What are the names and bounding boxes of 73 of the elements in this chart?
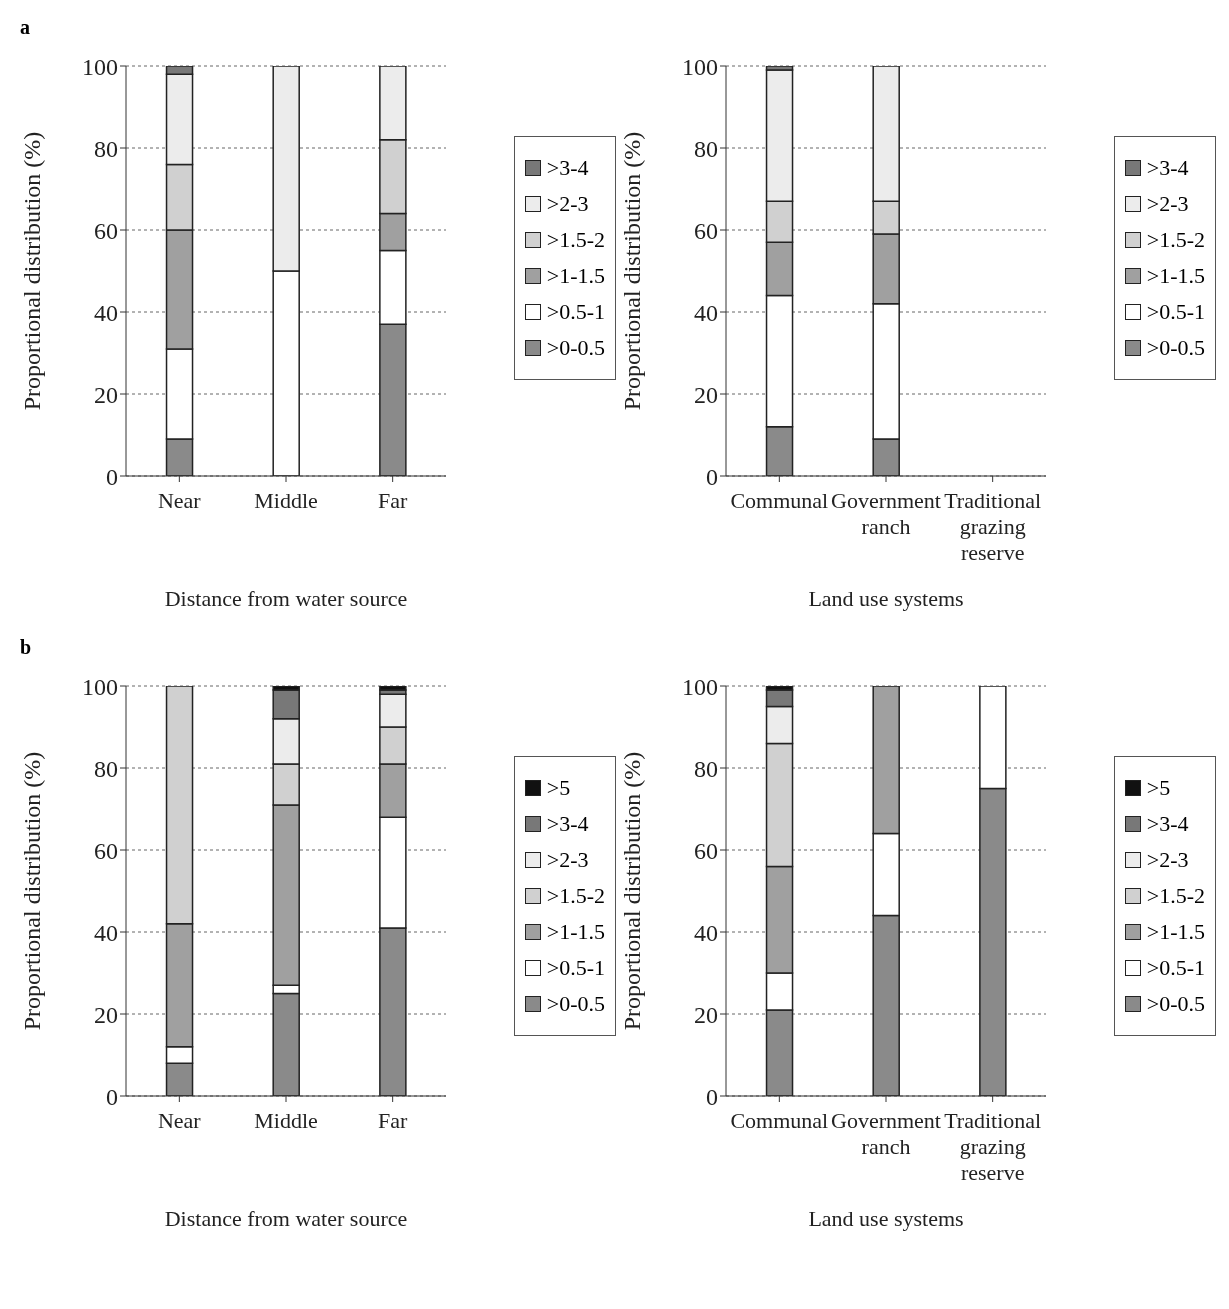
y-tick-label: 60 [694, 217, 718, 244]
legend-label: >1.5-2 [546, 883, 605, 909]
y-tick-label: 40 [694, 919, 718, 946]
legend-label: >3-4 [1146, 811, 1189, 837]
legend-label: >1.5-2 [1146, 227, 1205, 253]
y-tick-label: 60 [94, 217, 118, 244]
y-tick-label: 40 [94, 919, 118, 946]
legend-label: >0-0.5 [546, 991, 605, 1017]
legend-label: >3-4 [546, 811, 589, 837]
x-tick-label: Near [157, 488, 202, 513]
x-tick-label: Government ranch [831, 488, 941, 539]
y-axis-title: Proportional distribution (%) [18, 131, 45, 411]
text: b [20, 636, 32, 659]
legend-label: >0.5-1 [1146, 955, 1205, 981]
x-axis-title: Distance from water source [164, 1206, 408, 1231]
legend-label: >0.5-1 [546, 955, 605, 981]
y-tick-label: 80 [94, 135, 118, 162]
y-tick-label: 80 [94, 755, 118, 782]
legend-label: >0.5-1 [546, 299, 605, 325]
legend-label: >1.5-2 [1146, 883, 1205, 909]
x-tick-label: Far [378, 488, 408, 513]
legend-label: >0-0.5 [1146, 335, 1205, 361]
y-tick-label: 60 [694, 837, 718, 864]
y-tick-label: 100 [82, 53, 118, 80]
legend-label: >1-1.5 [546, 263, 605, 289]
legend-label: >5 [546, 775, 571, 801]
legend-label: >2-3 [546, 847, 589, 873]
x-tick-label: Middle [254, 488, 318, 513]
legend-label: >1.5-2 [546, 227, 605, 253]
y-tick-label: 100 [682, 673, 718, 700]
y-axis-title: Proportional distribution (%) [618, 131, 645, 411]
legend-label: >3-4 [546, 155, 589, 181]
legend-label: >1-1.5 [546, 919, 605, 945]
x-tick-label: Near [157, 1108, 202, 1133]
x-tick-label: Government ranch [831, 1108, 941, 1159]
y-tick-label: 20 [94, 381, 118, 408]
y-tick-label: 80 [694, 135, 718, 162]
x-tick-label: Communal [730, 1108, 829, 1133]
y-tick-label: 20 [694, 381, 718, 408]
x-tick-label: Middle [254, 1108, 318, 1133]
x-axis-title: Land use systems [808, 586, 964, 611]
legend-label: >2-3 [546, 191, 589, 217]
legend-label: >5 [1146, 775, 1171, 801]
legend-label: >3-4 [1146, 155, 1189, 181]
text: a [20, 16, 30, 39]
y-tick-label: 100 [682, 53, 718, 80]
y-tick-label: 0 [706, 1083, 718, 1110]
y-tick-label: 0 [706, 463, 718, 490]
y-tick-label: 40 [694, 299, 718, 326]
x-tick-label: Far [378, 1108, 408, 1133]
y-tick-label: 20 [694, 1001, 718, 1028]
y-axis-title: Proportional distribution (%) [618, 751, 645, 1031]
bar [379, 686, 407, 691]
x-axis-title: Distance from water source [164, 586, 408, 611]
x-tick-label: Traditional grazing reserve [944, 488, 1042, 565]
legend-label: >0-0.5 [1146, 991, 1205, 1017]
legend-label: >0.5-1 [1146, 299, 1205, 325]
y-tick-label: 20 [94, 1001, 118, 1028]
y-tick-label: 40 [94, 299, 118, 326]
legend-label: >1-1.5 [1146, 919, 1205, 945]
y-tick-label: 80 [694, 755, 718, 782]
y-tick-label: 100 [82, 673, 118, 700]
x-axis-title: Land use systems [808, 1206, 964, 1231]
y-tick-label: 0 [106, 1083, 118, 1110]
x-tick-label: Communal [730, 488, 829, 513]
y-axis-title: Proportional distribution (%) [18, 751, 45, 1031]
y-tick-label: 0 [106, 463, 118, 490]
x-tick-label: Traditional grazing reserve [944, 1108, 1042, 1185]
legend-label: >2-3 [1146, 191, 1189, 217]
legend-label: >2-3 [1146, 847, 1189, 873]
legend-label: >0-0.5 [546, 335, 605, 361]
legend-label: >1-1.5 [1146, 263, 1205, 289]
y-tick-label: 60 [94, 837, 118, 864]
